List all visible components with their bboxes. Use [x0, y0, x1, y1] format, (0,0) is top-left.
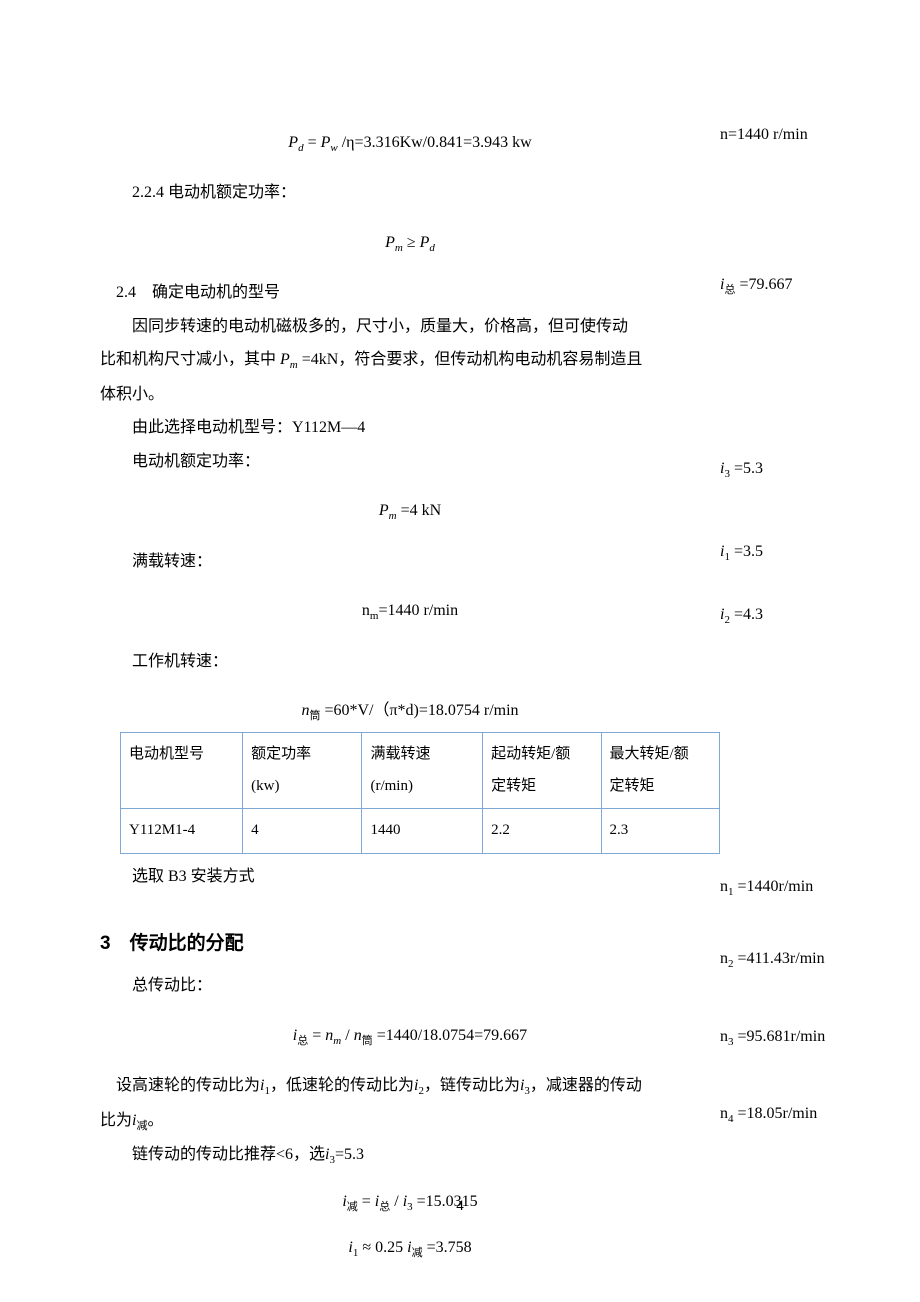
para-3-2c-text: ，链传动比为 — [424, 1077, 520, 1094]
td-power: 4 — [243, 809, 362, 854]
para-3-3a-text: 比为 — [100, 1112, 132, 1129]
heading-2-4: 2.4 确定电动机的型号 — [100, 276, 720, 310]
side-i1: i1 =3.5 — [720, 535, 763, 569]
para-3-4a-text: 链传动的传动比推荐<6，选 — [132, 1146, 325, 1163]
para-3-2a-text: 设高速轮的传动比为 — [116, 1077, 260, 1094]
para-3-4: 链传动的传动比推荐<6，选i3=5.3 — [100, 1138, 720, 1172]
para-24-5: 电动机额定功率： — [100, 445, 720, 479]
table-header-row: 电动机型号 额定功率(kw) 满载转速(r/min) 起动转矩/额定转矩 最大转… — [121, 733, 720, 809]
para-24-7: 工作机转速： — [100, 645, 720, 679]
para-3-3b-text: 。 — [147, 1112, 163, 1129]
table-row: Y112M1-4 4 1440 2.2 2.3 — [121, 809, 720, 854]
td-start-torque: 2.2 — [483, 809, 601, 854]
para-24-1: 因同步转速的电动机磁极多的，尺寸小，质量大，价格高，但可使传动 — [100, 310, 720, 344]
th-model: 电动机型号 — [121, 733, 243, 809]
equation-pm-4kn: Pm =4 kN — [100, 494, 720, 528]
th-power: 额定功率(kw) — [243, 733, 362, 809]
line-2-2-4: 2.2.4 电动机额定功率： — [100, 176, 720, 210]
side-i3: i3 =5.3 — [720, 452, 763, 486]
th-max-torque: 最大转矩/额定转矩 — [601, 733, 719, 809]
td-max-torque: 2.3 — [601, 809, 719, 854]
para-24-8: 选取 B3 安装方式 — [100, 860, 720, 894]
equation-izong: i总 = nm / n筒 =1440/18.0754=79.667 — [100, 1019, 720, 1053]
side-n2: n2 =411.43r/min — [720, 942, 825, 976]
main-column: Pd = Pw /η=3.316Kw/0.841=3.943 kw 2.2.4 … — [100, 110, 720, 1280]
para-24-4: 由此选择电动机型号：Y112M—4 — [100, 411, 720, 445]
side-n4: n4 =18.05r/min — [720, 1097, 817, 1131]
side-n1: n1 =1440r/min — [720, 870, 813, 904]
page-number: 4 — [0, 1191, 920, 1223]
equation-ntong: n筒 =60*V/（π*d)=18.0754 r/min — [100, 694, 720, 728]
equation-pm-ge-pd: Pm ≥ Pd — [100, 226, 720, 260]
th-speed: 满载转速(r/min) — [362, 733, 483, 809]
side-n1440: n=1440 r/min — [720, 118, 808, 152]
side-n3: n3 =95.681r/min — [720, 1020, 825, 1054]
equation-i1-approx: i1 ≈ 0.25 i减 =3.758 — [100, 1234, 720, 1264]
motor-spec-table: 电动机型号 额定功率(kw) 满载转速(r/min) 起动转矩/额定转矩 最大转… — [120, 732, 720, 854]
para-3-4b-text: =5.3 — [335, 1146, 364, 1163]
td-model: Y112M1-4 — [121, 809, 243, 854]
para-3-3: 比为i减。 — [100, 1104, 720, 1138]
para-24-3: 体积小。 — [100, 378, 720, 412]
para-24-6: 满载转速： — [100, 545, 720, 579]
equation-nm-1440: nm=1440 r/min — [100, 594, 720, 628]
para-3-1: 总传动比： — [100, 969, 720, 1003]
para-3-2d-text: ，减速器的传动 — [530, 1077, 642, 1094]
para-24-2: 比和机构尺寸减小，其中 Pm =4kN，符合要求，但传动机构电动机容易制造且 — [100, 343, 720, 377]
side-i2: i2 =4.3 — [720, 598, 763, 632]
page: Pd = Pw /η=3.316Kw/0.841=3.943 kw 2.2.4 … — [0, 0, 920, 1302]
equation-pd: Pd = Pw /η=3.316Kw/0.841=3.943 kw — [100, 126, 720, 160]
td-speed: 1440 — [362, 809, 483, 854]
section-3-title: 3 传动比的分配 — [100, 924, 720, 964]
th-start-torque: 起动转矩/额定转矩 — [483, 733, 601, 809]
para-3-2: 设高速轮的传动比为i1，低速轮的传动比为i2，链传动比为i3，减速器的传动 — [100, 1069, 720, 1103]
side-izong: i总 =79.667 — [720, 268, 792, 302]
para-3-2b-text: ，低速轮的传动比为 — [270, 1077, 414, 1094]
